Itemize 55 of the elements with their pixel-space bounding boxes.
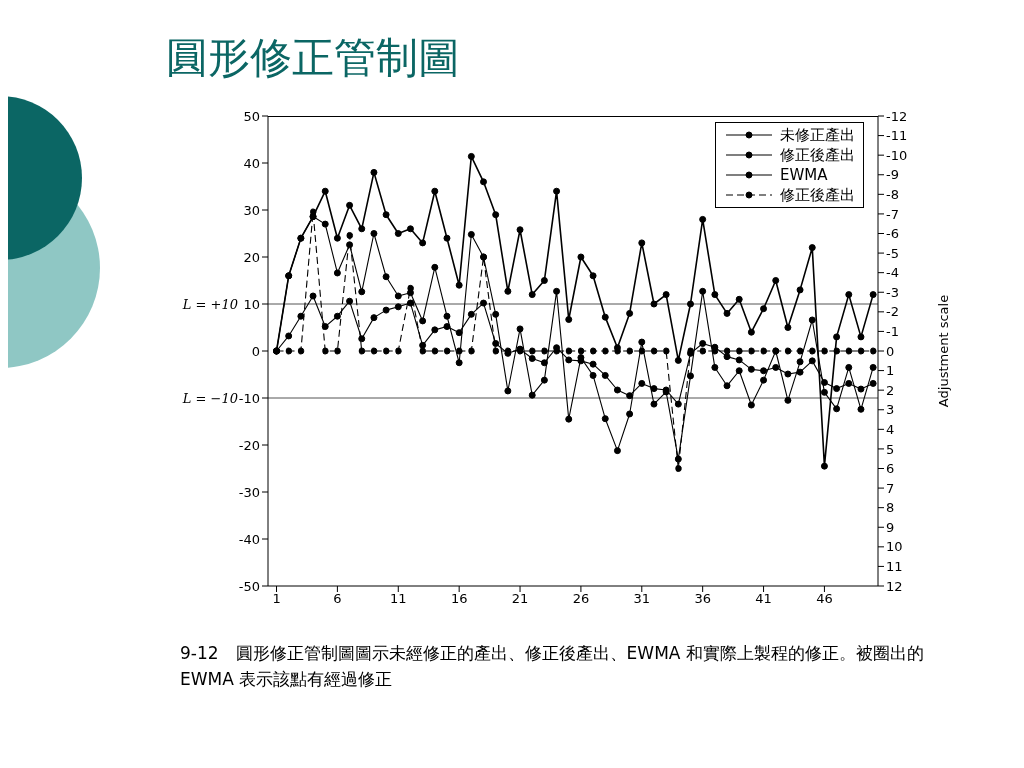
y2-tick-label: -4 bbox=[886, 265, 899, 281]
y2-tick-label: -8 bbox=[886, 186, 899, 202]
y2-tick-label: -9 bbox=[886, 167, 899, 183]
y2-tick-label: 3 bbox=[886, 402, 895, 418]
legend-label: 未修正產出 bbox=[780, 125, 855, 145]
y2-tick-label: 7 bbox=[886, 480, 895, 496]
y2-tick-label: 1 bbox=[886, 363, 895, 379]
chart-title: 圓形修正管制圖 bbox=[166, 32, 460, 84]
y2-tick-label: -2 bbox=[886, 304, 899, 320]
y2-tick-label: 4 bbox=[886, 421, 895, 437]
x-tick-label: 31 bbox=[633, 591, 651, 607]
y2-tick-label: 8 bbox=[886, 500, 895, 516]
x-tick-label: 26 bbox=[572, 591, 590, 607]
y2-tick-label: -1 bbox=[886, 324, 899, 340]
legend-label: 修正後產出 bbox=[780, 145, 855, 165]
y2-tick-label: 0 bbox=[886, 343, 895, 359]
y2-tick-label: -6 bbox=[886, 226, 899, 242]
y2-tick-label: -3 bbox=[886, 284, 899, 300]
y-tick-label: -30 bbox=[238, 484, 260, 500]
y2-tick-label: 9 bbox=[886, 519, 895, 535]
y2-tick-label: -10 bbox=[886, 147, 908, 163]
y-tick-label: 50 bbox=[243, 108, 260, 124]
y-tick-label: -10 bbox=[238, 390, 260, 406]
y-tick-label: -40 bbox=[238, 531, 260, 547]
x-tick-label: 41 bbox=[755, 591, 772, 607]
ref-line-label: L = −10 bbox=[181, 390, 238, 406]
y2-tick-label: 5 bbox=[886, 441, 895, 457]
x-tick-label: 36 bbox=[694, 591, 711, 607]
x-tick-label: 1 bbox=[272, 591, 281, 607]
y2-tick-label: -11 bbox=[886, 128, 908, 144]
y-tick-label: 20 bbox=[243, 249, 260, 265]
y2-tick-label: -7 bbox=[886, 206, 899, 222]
text: 9-12 圓形修正管制圖圖示未經修正的產出、修正後產出、EWMA 和實際上製程的修正。被圈出的 EWMA 表示該點有經過修正 bbox=[180, 642, 925, 691]
y2-tick-label: 11 bbox=[886, 559, 903, 575]
y2-tick-label: -5 bbox=[886, 245, 899, 261]
y-tick-label: 0 bbox=[251, 343, 260, 359]
y2-tick-label: 2 bbox=[886, 382, 895, 398]
ref-line-label: L = +10 bbox=[181, 296, 238, 312]
x-tick-label: 21 bbox=[511, 591, 529, 607]
legend-label: EWMA bbox=[780, 165, 828, 185]
y-tick-label: -50 bbox=[238, 578, 260, 594]
y2-tick-label: -12 bbox=[886, 108, 908, 124]
x-tick-label: 11 bbox=[390, 591, 407, 607]
y2-tick-label: 12 bbox=[886, 578, 903, 594]
y2-tick-label: 6 bbox=[886, 461, 895, 477]
y-tick-label: 30 bbox=[243, 202, 260, 218]
y2-axis-title: Adjustment scale bbox=[935, 294, 951, 408]
y2-tick-label: 10 bbox=[886, 539, 903, 555]
y-tick-label: 10 bbox=[243, 296, 260, 312]
y-tick-label: 40 bbox=[243, 155, 260, 171]
legend-label: 修正後產出 bbox=[780, 185, 855, 205]
x-tick-label: 6 bbox=[333, 591, 342, 607]
y-tick-label: -20 bbox=[238, 437, 260, 453]
x-tick-label: 16 bbox=[450, 591, 468, 607]
x-tick-label: 46 bbox=[816, 591, 833, 607]
